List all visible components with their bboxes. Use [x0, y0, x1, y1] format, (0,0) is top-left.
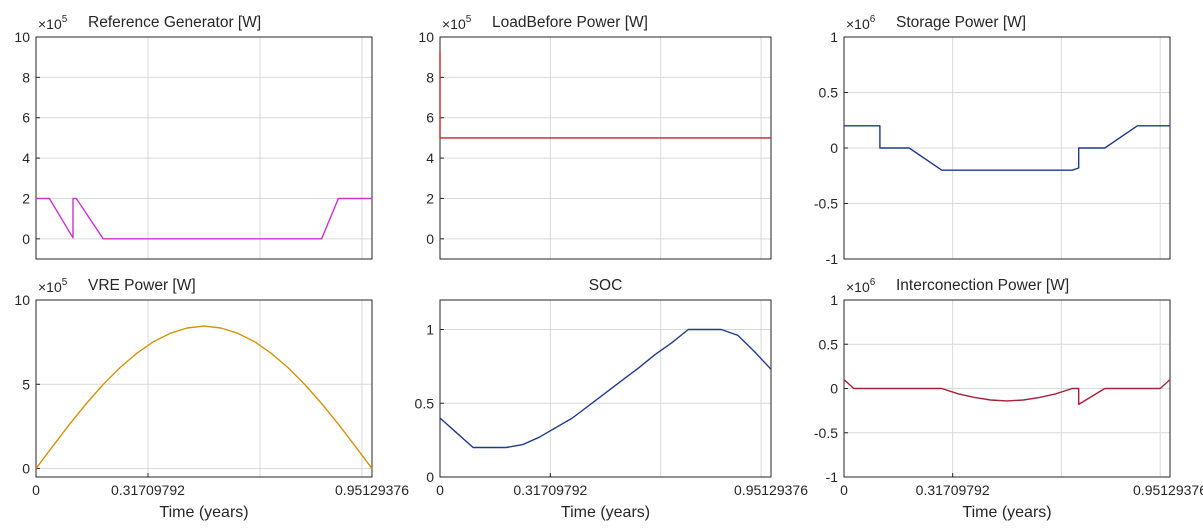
x-tick-label: 0.31709792 [513, 482, 587, 498]
chart-title: VRE Power [W] [88, 277, 196, 294]
series-line [35, 325, 373, 470]
y-tick-label: 6 [426, 110, 434, 126]
x-tick-label: 0 [840, 482, 848, 498]
axes-box [35, 36, 373, 260]
y-tick-label: 1 [830, 292, 838, 308]
y-tick-label: 1 [426, 322, 434, 338]
y-tick-label: 10 [14, 292, 30, 308]
x-tick-label: 0.31709792 [111, 482, 185, 498]
x-axis-label: Time (years) [962, 504, 1051, 521]
y-tick-label: 6 [22, 110, 30, 126]
y-tick-label: 4 [426, 150, 434, 166]
y-tick-label: -0.5 [814, 425, 838, 441]
y-tick-label: 0.5 [415, 395, 435, 411]
y-tick-label: 0 [22, 461, 30, 477]
chart-panel-1: 0 2 4 6 8 10 ×105 Reference Generator [W] [14, 14, 373, 260]
x-tick-label: 0.31709792 [916, 482, 990, 498]
series-line [439, 51, 771, 139]
y-tick-label: 2 [22, 190, 30, 206]
axis-exponent: ×105 [38, 277, 68, 295]
series-line [439, 328, 772, 449]
y-tick-label: 1 [830, 29, 838, 45]
y-tick-label: 8 [22, 69, 30, 85]
y-tick-label: 0.5 [819, 85, 839, 101]
series-line [843, 379, 1171, 406]
y-tick-label: 0 [830, 140, 838, 156]
x-tick-label: 0.95129376 [734, 482, 808, 498]
axes-box [439, 36, 772, 260]
axis-exponent: ×106 [846, 14, 876, 32]
y-tick-label: 0 [22, 231, 30, 247]
y-tick-label: 0 [426, 469, 434, 485]
y-tick-label: 10 [14, 29, 30, 45]
x-tick-label: 0 [436, 482, 444, 498]
plot-area [36, 300, 372, 477]
y-tick-label: 10 [418, 29, 434, 45]
x-tick-label: 0.95129376 [1133, 482, 1203, 498]
axis-exponent: ×105 [38, 14, 68, 32]
x-axis-label: Time (years) [561, 504, 650, 521]
axis-exponent: ×105 [442, 14, 472, 32]
y-tick-label: 0 [830, 381, 838, 397]
y-tick-label: 0 [426, 231, 434, 247]
chart-title: SOC [589, 277, 623, 294]
series-line [36, 197, 372, 240]
y-tick-label: 4 [22, 150, 30, 166]
chart-panel-4: 0 5 10 0 0.31709792 0.95129376 Time (years) ×10… [14, 277, 409, 521]
axes-box [35, 299, 373, 478]
plot-area [440, 300, 771, 477]
chart-title: Interconection Power [W] [896, 277, 1069, 294]
x-tick-label: 0.95129376 [335, 482, 409, 498]
x-tick-label: 0 [32, 482, 40, 498]
y-tick-label: 0.5 [819, 336, 839, 352]
chart-panel-3: -1 -0.5 0 0.5 1 ×106 Storage Power [W] [814, 14, 1171, 267]
plot-area [36, 37, 372, 259]
axis-exponent: ×106 [846, 277, 876, 295]
chart-panel-5: 0 0.5 1 0 0.31709792 0.95129376 Time (years) SO… [415, 277, 809, 521]
chart-title: LoadBefore Power [W] [492, 14, 648, 31]
y-tick-label: -1 [826, 251, 839, 267]
axes-box [439, 299, 772, 478]
y-tick-label: -0.5 [814, 196, 838, 212]
chart-title: Storage Power [W] [896, 14, 1026, 31]
y-tick-label: -1 [826, 469, 839, 485]
series-line [844, 125, 1170, 171]
y-tick-label: 8 [426, 69, 434, 85]
y-tick-label: 2 [426, 190, 434, 206]
y-tick-label: 5 [22, 376, 30, 392]
x-axis-label: Time (years) [159, 504, 248, 521]
chart-title: Reference Generator [W] [88, 14, 261, 31]
chart-panel-6: -1 -0.5 0 0.5 1 0 0.31709792 0.95129376 Time (ye… [814, 277, 1203, 521]
plot-area [440, 37, 771, 259]
chart-panel-2: 0 2 4 6 8 10 ×105 LoadBefore Power [W] [418, 14, 772, 260]
